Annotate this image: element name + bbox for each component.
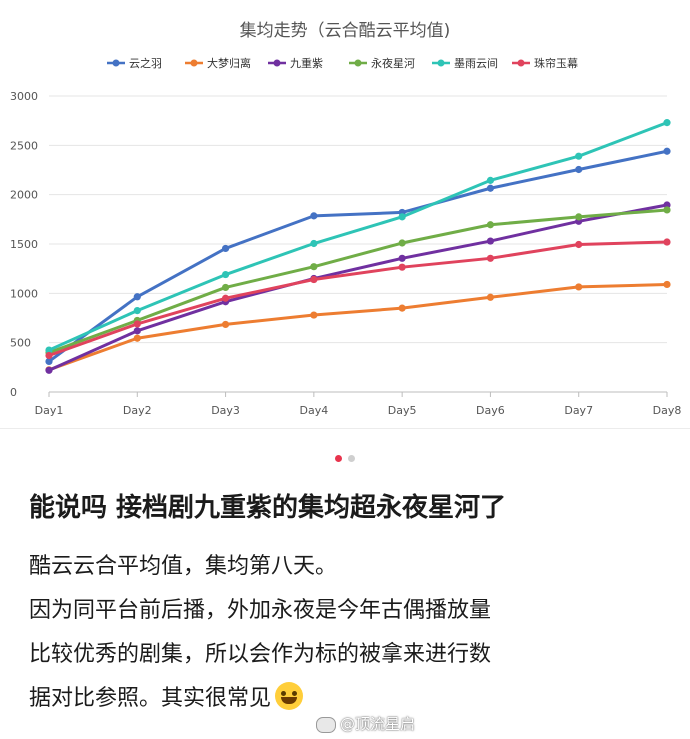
data-point xyxy=(133,307,141,315)
data-point xyxy=(486,293,495,301)
post-body-line: 因为同平台前后播，外加永夜是今年古偶播放量 xyxy=(29,598,492,623)
post-body: 酷云云合平均值，集均第八天。 因为同平台前后播，外加永夜是今年古偶播放量 比较优… xyxy=(29,545,669,721)
data-point xyxy=(663,147,671,155)
legend-label: 墨雨云间 xyxy=(454,57,498,70)
data-point xyxy=(310,275,318,284)
y-tick-label: 2000 xyxy=(10,189,38,202)
legend-swatch-marker xyxy=(437,59,445,67)
x-tick-label: Day3 xyxy=(211,404,240,417)
data-point xyxy=(221,270,230,279)
data-point xyxy=(45,351,53,360)
legend-swatch-marker xyxy=(354,59,362,67)
y-tick-label: 3000 xyxy=(10,90,38,103)
chart-card: 集均走势（云合酷云平均值) 0 500 1000 1500 2000 2500 3000 Day… xyxy=(0,21,690,429)
data-point xyxy=(221,283,230,292)
data-point xyxy=(310,311,318,319)
y-tick-label: 500 xyxy=(10,337,31,350)
data-point xyxy=(486,237,495,245)
post-body-line: 据对比参照。其实很常见 xyxy=(29,677,669,721)
data-point xyxy=(221,244,230,253)
data-point xyxy=(398,304,406,312)
data-point xyxy=(45,346,53,354)
series-line xyxy=(47,121,669,352)
data-point xyxy=(663,280,671,289)
data-point xyxy=(663,119,671,127)
post-body-line: 酷云云合平均值，集均第八天。 xyxy=(29,554,338,579)
series-line xyxy=(47,208,669,355)
y-tick-label: 0 xyxy=(10,386,17,399)
x-tick-label: Day6 xyxy=(476,404,505,417)
data-point xyxy=(575,213,583,221)
data-point xyxy=(575,240,583,249)
post-body-text: 据对比参照。其实很常见 xyxy=(29,686,272,711)
x-tick-label: Day2 xyxy=(123,404,152,417)
data-point xyxy=(221,320,230,329)
data-point xyxy=(133,293,141,301)
data-point xyxy=(663,238,671,246)
x-tick-label: Day4 xyxy=(299,404,328,417)
post-headline: 能说吗 接档剧九重紫的集均超永夜星河了 xyxy=(29,493,507,523)
y-tick-label: 1500 xyxy=(10,238,38,251)
watermark-text: @顶流星启 xyxy=(340,715,416,733)
data-point xyxy=(133,320,141,328)
legend-swatch-marker xyxy=(517,59,525,67)
data-point xyxy=(575,152,583,160)
grinning-sweat-emoji xyxy=(275,682,304,710)
series-line xyxy=(47,240,669,357)
legend-label: 云之羽 xyxy=(129,56,162,70)
x-tick-label: Day1 xyxy=(35,404,64,417)
data-point xyxy=(45,366,53,374)
data-point xyxy=(575,165,583,174)
data-point xyxy=(133,334,141,342)
watermark: @顶流星启 xyxy=(316,713,415,734)
legend-swatch-marker xyxy=(273,59,281,67)
x-tick-label: Day8 xyxy=(653,404,682,417)
x-tick-label: Day5 xyxy=(388,404,417,417)
data-point xyxy=(663,201,671,209)
chart-title: 集均走势（云合酷云平均值) xyxy=(240,21,451,41)
data-point xyxy=(310,263,318,271)
legend-label: 九重紫 xyxy=(290,56,323,70)
data-point xyxy=(486,221,495,229)
data-point xyxy=(310,239,318,248)
x-tick-label: Day7 xyxy=(564,404,593,417)
data-point xyxy=(133,327,141,335)
data-point xyxy=(486,254,495,262)
weibo-icon xyxy=(316,716,336,733)
carousel-dot-active[interactable] xyxy=(335,455,342,462)
data-point xyxy=(663,206,671,214)
series-line xyxy=(47,282,669,372)
series-line xyxy=(47,149,669,363)
line-chart: 集均走势（云合酷云平均值) 0 500 1000 1500 2000 2500 3000 Day… xyxy=(10,21,682,417)
data-point xyxy=(575,283,583,291)
legend-label: 永夜星河 xyxy=(371,56,415,70)
data-point xyxy=(310,212,318,220)
data-point xyxy=(398,263,406,271)
legend-swatch-marker xyxy=(112,59,120,67)
data-point xyxy=(398,239,406,247)
data-point xyxy=(398,213,406,221)
series-line xyxy=(47,203,669,372)
y-tick-label: 2500 xyxy=(10,139,38,152)
legend-label: 珠帘玉幕 xyxy=(534,56,578,70)
carousel-dot-inactive[interactable] xyxy=(348,455,355,462)
carousel-indicator[interactable] xyxy=(0,455,690,462)
y-tick-label: 1000 xyxy=(10,287,38,300)
data-point xyxy=(221,294,230,302)
post-body-line: 比较优秀的剧集，所以会作为标的被拿来进行数 xyxy=(29,642,492,667)
data-point xyxy=(486,176,495,184)
legend-swatch-marker xyxy=(190,59,198,67)
data-point xyxy=(398,254,406,262)
data-point xyxy=(486,184,495,192)
data-point xyxy=(45,357,53,366)
legend-label: 大梦归离 xyxy=(207,56,251,70)
